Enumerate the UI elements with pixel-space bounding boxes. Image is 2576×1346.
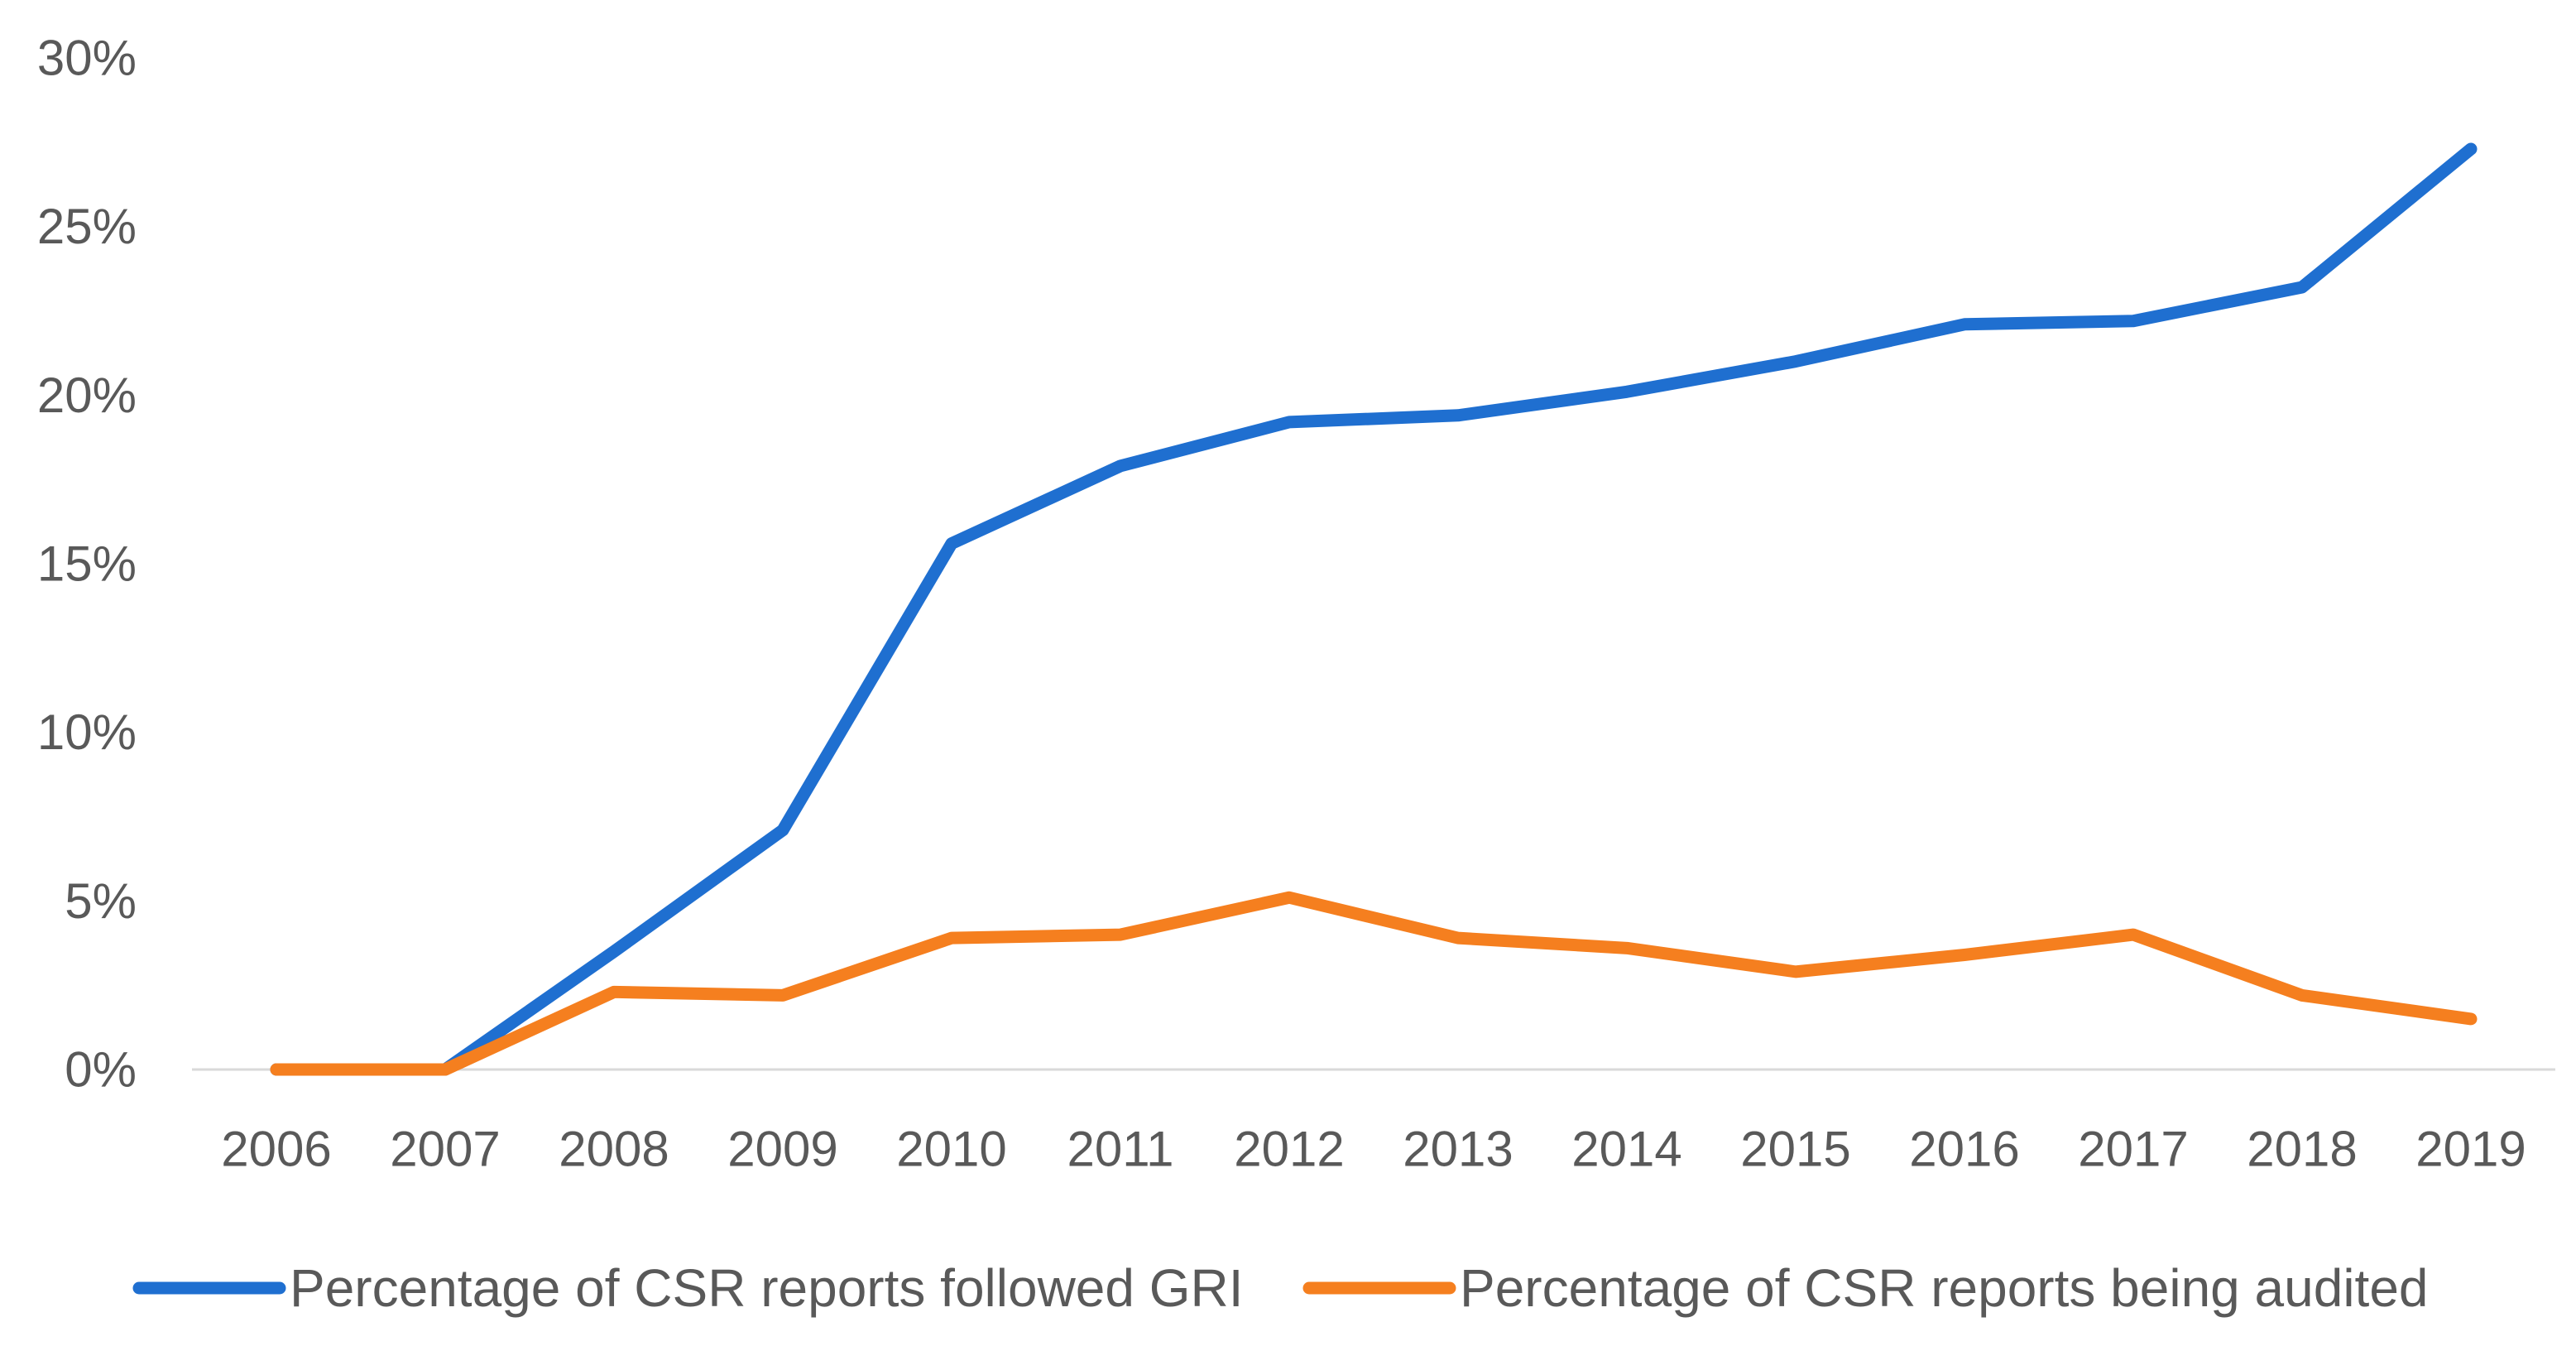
legend-label-2: Percentage of CSR reports being audited xyxy=(1460,1258,2429,1318)
series-2-point xyxy=(1960,950,1969,960)
series-1-point xyxy=(609,946,619,956)
series-1-point xyxy=(2128,316,2138,326)
y-tick-label: 20% xyxy=(37,368,137,423)
series-2-point xyxy=(2128,930,2138,940)
x-tick-label: 2011 xyxy=(1067,1122,1173,1177)
y-tick-label: 15% xyxy=(37,536,137,592)
y-tick-label: 25% xyxy=(37,199,137,254)
series-1-point xyxy=(1960,320,1969,329)
x-tick-label: 2009 xyxy=(727,1122,837,1177)
series-lines xyxy=(270,142,2478,1076)
x-axis-ticks: 2006 2007 2008 2009 2010 2011 2012 2013 2014 2015… xyxy=(221,1122,2526,1177)
series-1-point xyxy=(1453,411,1463,421)
y-tick-label: 5% xyxy=(65,873,137,929)
series-2-point xyxy=(947,933,957,943)
x-tick-label: 2016 xyxy=(1909,1122,2019,1177)
series-1-point xyxy=(1115,461,1125,471)
series-2-point xyxy=(1284,892,1294,902)
series-2-point xyxy=(2466,1014,2476,1024)
x-tick-label: 2018 xyxy=(2247,1122,2357,1177)
x-tick-label: 2019 xyxy=(2415,1122,2526,1177)
series-2-point xyxy=(271,1065,281,1074)
legend: Percentage of CSR reports followed GRI Pe… xyxy=(132,1258,2429,1318)
series-1-point xyxy=(1284,417,1294,427)
series-2-point xyxy=(1622,943,1632,953)
series-1-point xyxy=(2466,144,2476,154)
x-tick-label: 2017 xyxy=(2078,1122,2188,1177)
series-2-point xyxy=(2297,990,2307,1000)
series-1-point xyxy=(778,825,788,835)
x-tick-label: 2007 xyxy=(390,1122,500,1177)
x-tick-label: 2014 xyxy=(1571,1122,1681,1177)
series-1-point xyxy=(2297,282,2307,292)
y-tick-label: 0% xyxy=(65,1042,137,1098)
x-tick-label: 2008 xyxy=(559,1122,669,1177)
x-tick-label: 2012 xyxy=(1234,1122,1344,1177)
series-1-point xyxy=(1791,357,1801,367)
x-tick-label: 2013 xyxy=(1403,1122,1513,1177)
series-line-2 xyxy=(270,891,2478,1076)
series-1-point xyxy=(947,539,957,549)
series-line-1 xyxy=(270,142,2478,1076)
x-tick-label: 2006 xyxy=(221,1122,331,1177)
series-2-point xyxy=(440,1065,450,1074)
series-2-point xyxy=(1791,967,1801,977)
y-tick-label: 10% xyxy=(37,704,137,760)
y-tick-label: 30% xyxy=(37,31,137,86)
series-2-point xyxy=(1115,930,1125,940)
legend-label-1: Percentage of CSR reports followed GRI xyxy=(290,1258,1244,1318)
series-1-point xyxy=(1622,387,1632,397)
series-2-point xyxy=(609,987,619,997)
y-axis-ticks: 0% 5% 10% 15% 20% 25% 30% xyxy=(37,31,137,1098)
series-2-point xyxy=(1453,933,1463,943)
x-tick-label: 2010 xyxy=(896,1122,1006,1177)
series-2-point xyxy=(778,990,788,1000)
x-tick-label: 2015 xyxy=(1740,1122,1850,1177)
